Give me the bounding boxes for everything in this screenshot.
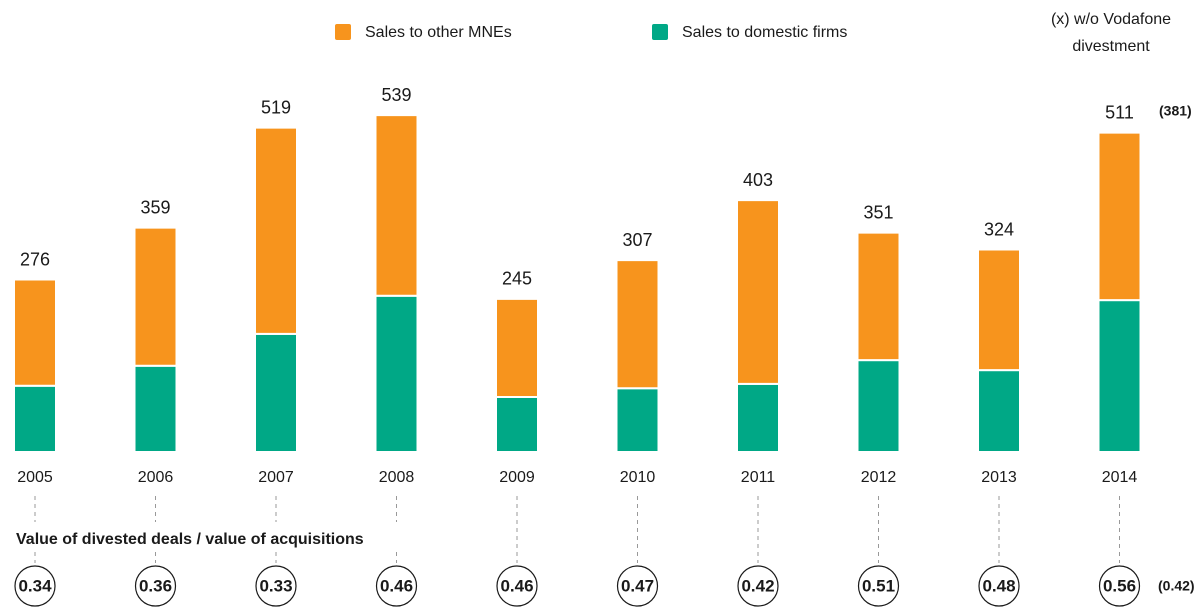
total-label: 245 — [502, 269, 532, 289]
legend-label: Sales to domestic firms — [682, 24, 847, 41]
ratio-circle — [496, 565, 538, 607]
ratio-circle — [616, 565, 659, 607]
total-label: 511 — [1105, 102, 1134, 122]
x-tick-label: 2005 — [17, 469, 53, 486]
total-label: 324 — [984, 219, 1014, 239]
x-tick-label: 2012 — [861, 469, 897, 486]
ratio-circle — [737, 565, 779, 607]
total-label: 539 — [381, 85, 411, 105]
ratio-label: 0.46 — [380, 576, 413, 595]
ratio-circle — [978, 565, 1020, 607]
bar-segment — [615, 259, 660, 390]
legend-label: Sales to other MNEs — [365, 24, 512, 41]
note-line: divestment — [1072, 38, 1150, 55]
ratio-label: 0.56 — [1103, 576, 1136, 595]
x-tick-label: 2008 — [379, 469, 415, 486]
bar-segment — [254, 332, 298, 453]
ratio-circle — [375, 565, 418, 607]
legend-swatch — [335, 24, 351, 40]
alt-ratio: (0.42) — [1158, 578, 1195, 594]
bar-segment — [856, 359, 901, 453]
bar-segment — [13, 278, 57, 387]
ratio-label: 0.33 — [259, 576, 292, 595]
ratio-circle — [1098, 565, 1141, 607]
bar-segment — [736, 199, 780, 385]
bar-segment — [615, 387, 660, 453]
ratio-label: 0.42 — [741, 576, 774, 595]
total-label: 519 — [261, 97, 291, 117]
ratio-label: 0.51 — [862, 576, 895, 595]
ratio-circle — [14, 565, 56, 607]
total-label: 276 — [20, 249, 50, 269]
ratio-circle — [255, 565, 297, 607]
bar-segment — [1097, 299, 1142, 453]
bar-segment — [977, 369, 1021, 453]
x-tick-label: 2011 — [741, 469, 776, 486]
bar-segment — [736, 382, 780, 453]
ratio-label: 0.47 — [621, 576, 654, 595]
total-label: 359 — [140, 197, 170, 217]
x-tick-label: 2010 — [620, 469, 656, 486]
ratio-label: 0.46 — [500, 576, 533, 595]
bar-segment — [374, 294, 419, 453]
ratio-circle — [857, 565, 900, 607]
x-tick-label: 2014 — [1102, 469, 1138, 486]
total-label: 351 — [863, 202, 893, 222]
ratio-label: 0.48 — [982, 576, 1015, 595]
bar-segment — [1097, 131, 1142, 302]
legend-swatch — [652, 24, 668, 40]
x-tick-label: 2007 — [258, 469, 294, 486]
bar-segment — [495, 396, 539, 453]
ratio-label: 0.36 — [139, 576, 172, 595]
bar-segment — [13, 384, 57, 453]
bar-segment — [374, 114, 419, 297]
bar-segment — [133, 226, 178, 367]
x-tick-label: 2009 — [499, 469, 535, 486]
alt-total: (381) — [1159, 103, 1192, 119]
bar-segment — [856, 231, 901, 362]
bar-segment — [977, 248, 1021, 372]
note-line: (x) w/o Vodafone — [1051, 11, 1171, 28]
bar-segment — [133, 364, 178, 453]
ratio-circle — [134, 565, 177, 607]
bar-segment — [254, 126, 298, 335]
bar-segment — [495, 297, 539, 398]
total-label: 403 — [743, 170, 773, 190]
x-tick-label: 2006 — [138, 469, 174, 486]
x-tick-label: 2013 — [981, 469, 1017, 486]
ratio-title: Value of divested deals / value of acqui… — [16, 531, 364, 548]
total-label: 307 — [622, 230, 652, 250]
ratio-label: 0.34 — [18, 576, 52, 595]
